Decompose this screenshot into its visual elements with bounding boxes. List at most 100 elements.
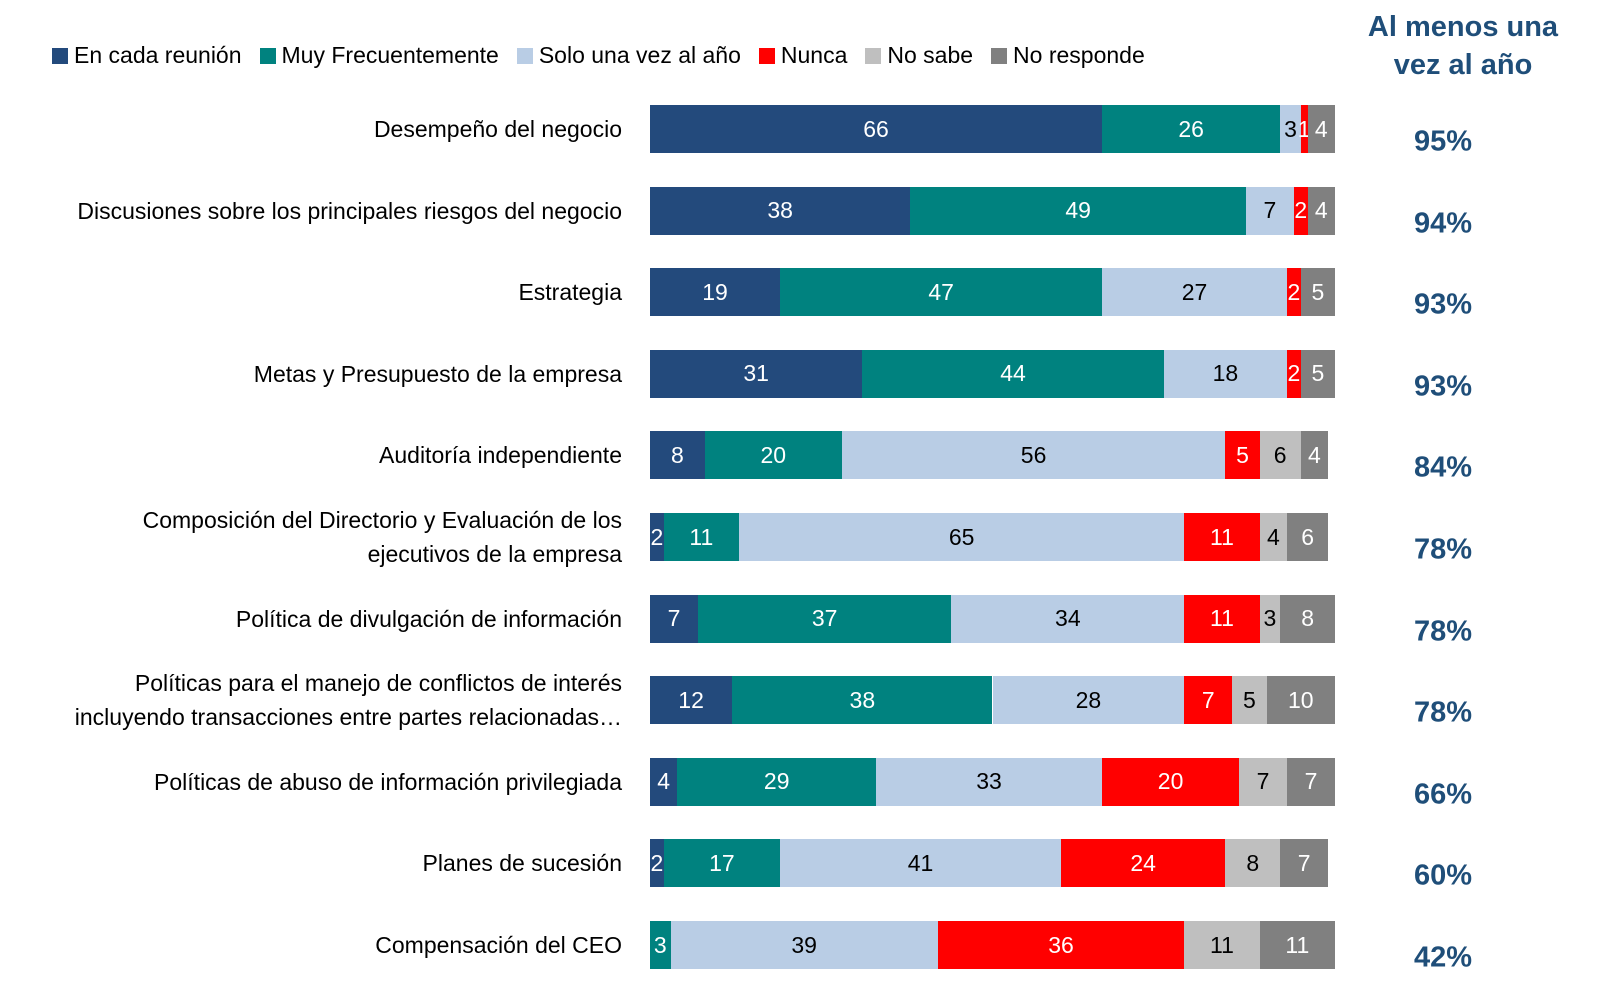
bar-segment: 4: [650, 757, 678, 806]
legend-item: No responde: [991, 42, 1145, 69]
data-label: 4: [1314, 115, 1328, 142]
data-label: 7: [1263, 197, 1277, 224]
summary-value: 78%: [1413, 696, 1473, 729]
bar-segment: 29: [677, 757, 877, 806]
bar-segment: 12: [650, 676, 733, 725]
data-label: 4: [1266, 523, 1280, 550]
bar-segment: 18: [1163, 349, 1288, 398]
data-label: 11: [689, 523, 714, 550]
data-label: 39: [791, 931, 817, 958]
category-label: Política de divulgación de información: [235, 605, 622, 632]
legend-item: Muy Frecuentemente: [259, 42, 499, 69]
bar-segment: 5: [1300, 349, 1335, 398]
bar-segment: 2: [1287, 349, 1301, 398]
data-label: 28: [1075, 686, 1102, 713]
category-label: Metas y Presupuesto de la empresa: [253, 360, 622, 387]
bar-segment: 7: [1184, 676, 1233, 725]
data-label: 7: [1304, 768, 1318, 795]
data-label: 11: [1210, 605, 1234, 632]
data-label: 2: [650, 849, 664, 876]
bar-segment: 6: [1287, 513, 1329, 561]
bar-segment: 4: [1307, 186, 1335, 235]
data-label: 11: [1210, 523, 1234, 550]
legend-label: No responde: [1013, 42, 1145, 68]
data-label: 5: [1242, 686, 1256, 713]
data-label: 34: [1055, 605, 1081, 632]
data-label: 3: [1284, 115, 1297, 142]
data-label: 33: [976, 768, 1002, 795]
data-label: 41: [907, 849, 934, 876]
bar-segment: 6: [1259, 431, 1301, 480]
bar-segment: 28: [992, 676, 1185, 725]
category-label: Políticas para el manejo de conflictos d…: [74, 670, 622, 731]
data-label: 7: [667, 605, 681, 632]
summary-title: Al menos una vez al año: [1367, 11, 1559, 81]
data-label: 24: [1130, 849, 1156, 876]
bar-segment: 26: [1102, 105, 1281, 153]
data-label: 49: [1065, 197, 1091, 224]
bar-segment: 8: [650, 431, 705, 480]
data-label: 36: [1048, 931, 1074, 958]
data-label: 7: [1256, 768, 1270, 795]
summary-value: 93%: [1413, 370, 1473, 403]
legend-item: Nunca: [758, 42, 848, 69]
legend-swatch: [865, 47, 882, 64]
data-label: 2: [1287, 278, 1301, 305]
data-label: 66: [863, 115, 889, 142]
data-label: 3: [653, 931, 667, 958]
data-label: 38: [849, 686, 876, 713]
bar-segment: 49: [910, 186, 1246, 235]
data-label: 4: [657, 768, 671, 795]
data-label: 31: [743, 360, 769, 387]
bar-segment: 5: [1225, 431, 1260, 480]
legend-item: No sabe: [865, 42, 973, 69]
legend-label: En cada reunión: [74, 42, 242, 68]
data-label: 2: [1294, 197, 1308, 224]
bar-segment: 27: [1102, 268, 1288, 317]
legend-label: Nunca: [780, 42, 848, 68]
bar-segment: 41: [780, 839, 1061, 888]
data-label: 3: [1263, 605, 1277, 632]
data-label: 7: [1201, 686, 1215, 713]
legend-label: Muy Frecuentemente: [281, 42, 499, 68]
bar-segment: 24: [1061, 839, 1226, 888]
summary-value: 78%: [1413, 533, 1473, 566]
bar-segment: 11: [1184, 921, 1260, 969]
bar-segment: 1: [1297, 105, 1311, 153]
data-label: 2: [1287, 360, 1301, 387]
data-label: 7: [1297, 849, 1311, 876]
bar-segment: 19: [650, 268, 781, 317]
legend: En cada reunión Muy Frecuentemente Solo un…: [52, 42, 1163, 69]
data-label: 20: [760, 441, 787, 468]
bar-segment: 7: [1280, 839, 1329, 888]
category-label: Composición del Directorio y Evaluación …: [142, 507, 622, 567]
data-label: 5: [1311, 360, 1325, 387]
bar-segment: 44: [862, 349, 1164, 398]
data-label: 8: [671, 441, 684, 468]
data-label: 18: [1212, 360, 1239, 387]
bar-segment: 3: [1259, 594, 1281, 643]
legend-item: En cada reunión: [52, 42, 242, 69]
summary-value: 95%: [1413, 125, 1473, 158]
bar-segment: 38: [732, 676, 993, 725]
data-label: 8: [1301, 605, 1314, 632]
category-label: Políticas de abuso de información privil…: [154, 768, 622, 795]
category-label: Compensación del CEO: [375, 932, 622, 958]
bar-segment: 31: [650, 349, 863, 398]
data-label: 65: [948, 523, 975, 550]
data-label: 12: [678, 686, 704, 713]
bar-segment: 11: [1184, 594, 1260, 643]
bar-segment: 47: [780, 268, 1103, 317]
data-label: 29: [763, 768, 790, 795]
bar-segment: 20: [1102, 757, 1240, 806]
bar-segment: 33: [876, 757, 1103, 806]
category-label: Auditoría independiente: [379, 442, 622, 469]
data-label: 11: [1210, 931, 1234, 958]
bar-segment: 39: [670, 921, 938, 969]
data-label: 4: [1314, 197, 1328, 224]
bar-segment: 17: [663, 839, 781, 888]
data-label: 19: [702, 278, 728, 305]
data-label: 1: [1297, 115, 1311, 142]
summary-value: 42%: [1413, 941, 1473, 974]
bar-segment: 5: [1232, 676, 1267, 725]
